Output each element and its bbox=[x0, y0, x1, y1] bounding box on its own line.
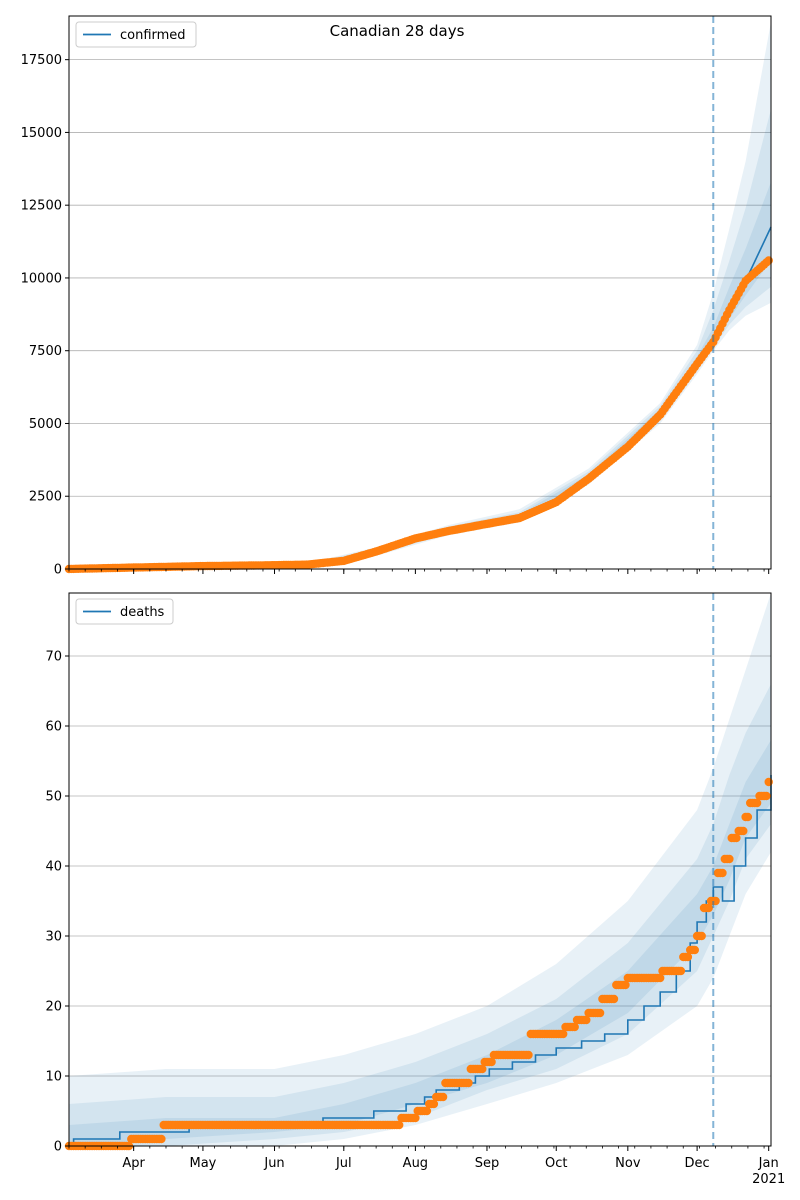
y-tick-label: 70 bbox=[45, 650, 62, 665]
observed-point bbox=[559, 1029, 568, 1039]
legend-box bbox=[75, 598, 174, 625]
y-tick-label: 2500 bbox=[29, 490, 62, 505]
x-tick-label: Nov bbox=[615, 1156, 641, 1171]
x-tick-label: Jan bbox=[758, 1156, 779, 1171]
legend: confirmed bbox=[75, 21, 197, 48]
y-tick-label: 60 bbox=[45, 720, 62, 735]
x-tick-label: Jul bbox=[335, 1156, 352, 1171]
uncertainty-band-3 bbox=[69, 181, 771, 569]
x-tick-label: Dec bbox=[685, 1156, 710, 1171]
observed-points bbox=[64, 256, 773, 574]
y-tick-label: 5000 bbox=[29, 417, 62, 432]
observed-point bbox=[478, 1064, 487, 1074]
observed-point bbox=[395, 1120, 404, 1130]
y-tick-label: 17500 bbox=[21, 53, 62, 68]
uncertainty-band-2 bbox=[69, 109, 771, 569]
observed-point bbox=[752, 798, 762, 808]
observed-point bbox=[464, 1078, 473, 1088]
observed-point bbox=[157, 1134, 166, 1144]
y-tick-label: 0 bbox=[54, 563, 62, 578]
y-tick-label: 50 bbox=[45, 790, 62, 805]
figure-title: Canadian 28 days bbox=[330, 22, 465, 40]
y-tick-label: 0 bbox=[54, 1140, 62, 1155]
observed-point bbox=[683, 952, 693, 962]
observed-point bbox=[762, 791, 771, 801]
observed-point bbox=[582, 1015, 591, 1025]
y-tick-label: 7500 bbox=[29, 344, 62, 359]
y-tick-label: 15000 bbox=[21, 126, 62, 141]
uncertainty-band-1 bbox=[69, 593, 771, 1146]
x-tick-label: May bbox=[189, 1156, 216, 1171]
observed-point bbox=[487, 1057, 496, 1067]
observed-point bbox=[570, 1022, 579, 1032]
observed-point bbox=[764, 256, 773, 265]
x-tick-label: Aug bbox=[403, 1156, 428, 1171]
legend: deaths bbox=[75, 598, 174, 625]
observed-points bbox=[64, 777, 773, 1151]
axes-frame bbox=[68, 592, 772, 1147]
observed-point bbox=[690, 945, 699, 955]
uncertainty-band-2 bbox=[69, 684, 771, 1146]
legend-label: deaths bbox=[120, 605, 165, 620]
legend-label: confirmed bbox=[120, 28, 186, 43]
y-tick-label: 12500 bbox=[21, 199, 62, 214]
x-tick-label: Apr bbox=[122, 1156, 145, 1171]
uncertainty-band-1 bbox=[69, 21, 771, 570]
observed-point bbox=[718, 868, 727, 878]
observed-point bbox=[621, 980, 630, 990]
observed-point bbox=[524, 1050, 533, 1060]
y-tick-label: 10 bbox=[45, 1070, 62, 1085]
x-tick-label: Sep bbox=[475, 1156, 500, 1171]
x-tick-label: Jun bbox=[263, 1156, 284, 1171]
observed-point bbox=[438, 1092, 448, 1102]
observed-point bbox=[656, 973, 665, 983]
observed-point bbox=[676, 966, 686, 976]
y-tick-label: 30 bbox=[45, 930, 62, 945]
legend-box bbox=[75, 21, 197, 48]
x-tick-sublabel: 2021 bbox=[752, 1172, 785, 1187]
observed-point bbox=[422, 1106, 432, 1116]
y-tick-label: 10000 bbox=[21, 271, 62, 286]
observed-point bbox=[764, 777, 773, 787]
model-line-deaths bbox=[69, 775, 772, 1147]
observed-point bbox=[725, 854, 734, 864]
y-tick-label: 20 bbox=[45, 1000, 62, 1015]
observed-point bbox=[595, 1008, 605, 1018]
confirmed-chart: 0 2500 5000 7500 10000 12500 15000 17500 confirm… bbox=[21, 15, 773, 578]
observed-point bbox=[697, 931, 706, 941]
axes-frame bbox=[68, 15, 772, 570]
observed-point bbox=[739, 826, 748, 836]
x-tick-label: Oct bbox=[545, 1156, 567, 1171]
observed-point bbox=[704, 903, 713, 913]
observed-point bbox=[429, 1099, 439, 1109]
observed-point bbox=[732, 833, 741, 843]
observed-point bbox=[411, 1113, 420, 1123]
observed-point bbox=[743, 812, 753, 822]
y-tick-label: 40 bbox=[45, 860, 62, 875]
deaths-chart: 0 10 20 30 40 50 60 70 Apr May Jun Jul Aug Sep Oct Nov D… bbox=[45, 592, 785, 1187]
observed-point bbox=[609, 994, 619, 1004]
